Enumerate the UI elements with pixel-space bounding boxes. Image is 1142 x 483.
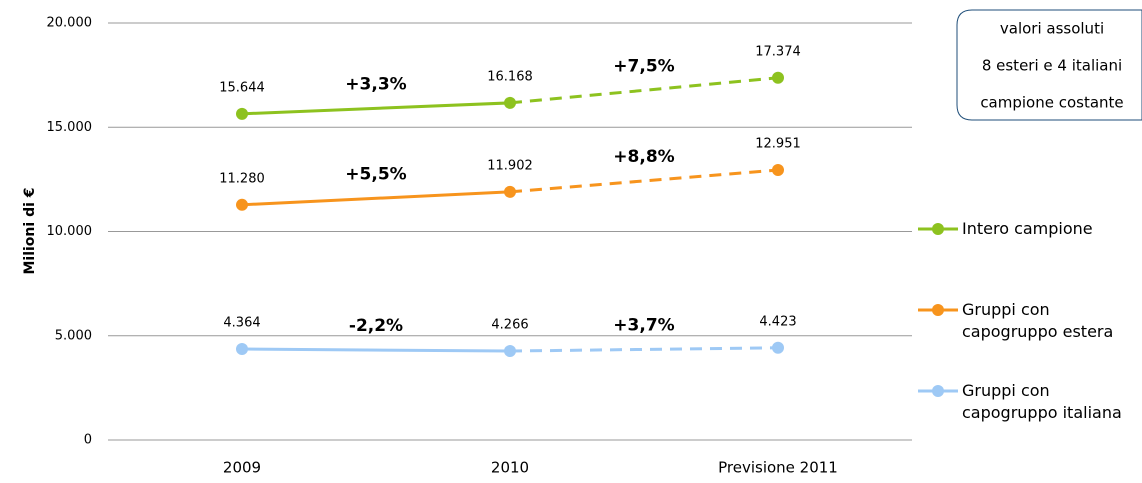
x-tick-label: 2010 <box>491 459 529 477</box>
change-label: +7,5% <box>613 56 674 76</box>
point <box>236 107 248 120</box>
legend-marker <box>932 304 944 316</box>
y-axis-label: Milioni di € <box>22 187 38 274</box>
line-segment <box>241 347 511 353</box>
legend-marker <box>932 223 944 235</box>
note-text: 8 esteri e 4 italiani <box>982 57 1122 75</box>
point <box>772 341 784 354</box>
note-text: valori assoluti <box>1000 20 1104 38</box>
line-segment <box>241 190 511 207</box>
point <box>236 198 248 211</box>
point <box>504 185 516 198</box>
note-text: campione costante <box>980 94 1123 112</box>
line-segment <box>509 168 779 194</box>
point <box>772 163 784 176</box>
legend-label: Gruppi con capogruppo estera <box>962 300 1114 341</box>
y-tick-label: 20.000 <box>47 16 93 31</box>
line-segment <box>241 101 511 116</box>
change-label: +3,3% <box>345 74 406 94</box>
value-label: 11.902 <box>487 158 533 173</box>
value-label: 15.644 <box>219 80 265 95</box>
point <box>772 71 784 84</box>
change-label: -2,2% <box>349 316 403 336</box>
change-label: +3,7% <box>613 315 674 335</box>
value-label: 16.168 <box>487 69 533 84</box>
line-segment <box>509 76 779 105</box>
y-tick-label: 5.000 <box>55 328 92 343</box>
x-tick-label: 2009 <box>223 459 261 477</box>
value-label: 4.266 <box>491 318 528 333</box>
change-label: +5,5% <box>345 164 406 184</box>
note-box <box>956 9 1142 121</box>
point <box>236 343 248 356</box>
y-tick-label: 0 <box>84 433 92 448</box>
point <box>504 345 516 358</box>
value-label: 11.280 <box>219 171 265 186</box>
point <box>504 96 516 109</box>
legend-label: Intero campione <box>962 219 1093 238</box>
y-tick-label: 15.000 <box>47 120 93 135</box>
value-label: 12.951 <box>755 136 801 151</box>
line-segment <box>509 346 779 353</box>
value-label: 17.374 <box>755 44 801 59</box>
value-label: 4.364 <box>223 316 260 331</box>
value-label: 4.423 <box>759 314 796 329</box>
y-tick-label: 10.000 <box>47 224 93 239</box>
change-label: +8,8% <box>613 147 674 167</box>
legend-label: Gruppi con capogruppo italiana <box>962 381 1122 422</box>
legend-marker <box>932 385 944 397</box>
x-tick-label: Previsione 2011 <box>718 459 838 477</box>
